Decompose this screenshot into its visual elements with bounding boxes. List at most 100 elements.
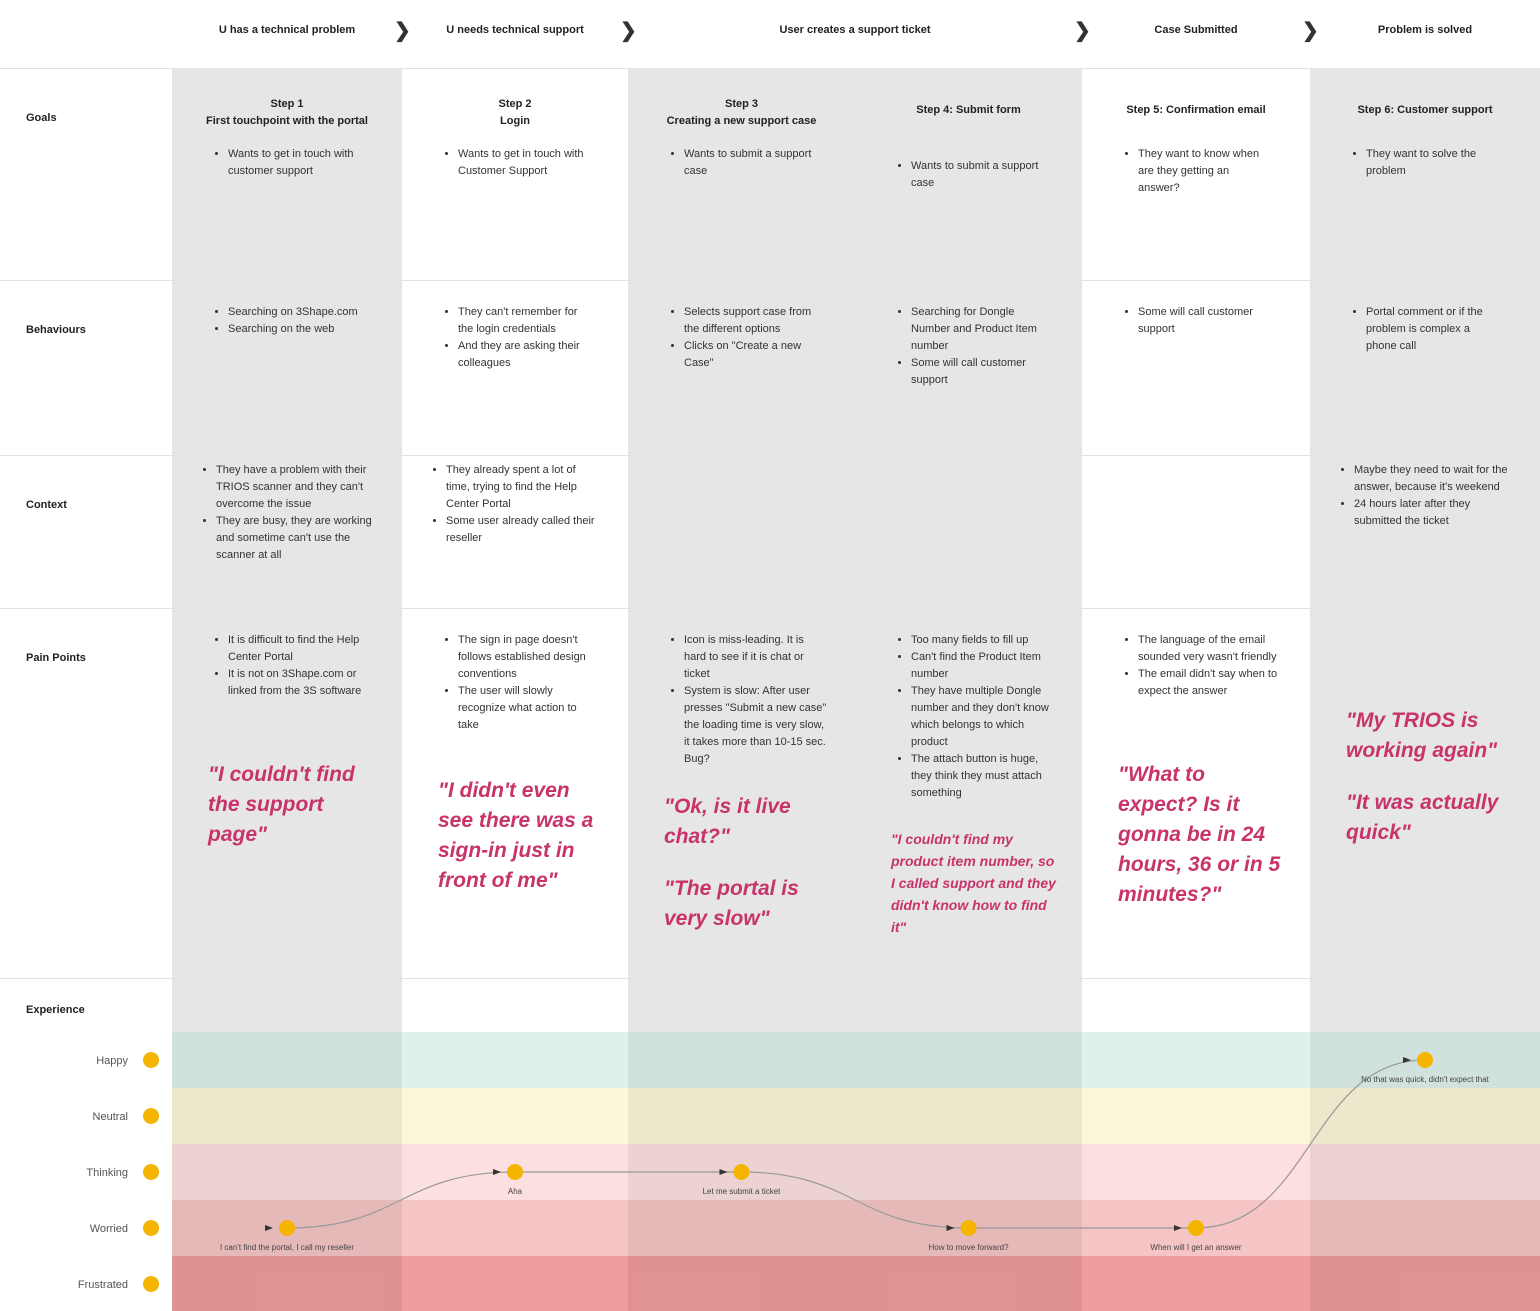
bullet: Portal comment or if the problem is comp… [1366, 304, 1502, 355]
bullet-list: Some will call customer support [1124, 304, 1272, 338]
bullet-list: Wants to get in touch with Customer Supp… [444, 146, 590, 180]
row-label: Pain Points [26, 652, 86, 664]
phase-arrow: ❯ [394, 20, 411, 42]
bullet: Searching on the web [228, 321, 364, 338]
bullet: The sign in page doesn't follows establi… [458, 632, 600, 683]
bullet-list: Portal comment or if the problem is comp… [1352, 304, 1502, 355]
experience-point [507, 1164, 523, 1180]
bullet: Some will call customer support [1138, 304, 1272, 338]
bullet: 24 hours later after they submitted the … [1354, 496, 1510, 530]
bullet: The attach button is huge, they think th… [911, 751, 1054, 802]
column-shade [1310, 1032, 1540, 1311]
experience-point [1188, 1220, 1204, 1236]
bullet: The email didn't say when to expect the … [1138, 666, 1282, 700]
quote-block: "I couldn't find my product item number,… [891, 828, 1058, 960]
bullet-list: Selects support case from the different … [670, 304, 817, 372]
quote-block: "I couldn't find the support page" [208, 760, 378, 872]
level-emoji [143, 1276, 159, 1292]
row-divider [0, 455, 1540, 456]
bullet-list: It is difficult to find the Help Center … [214, 632, 374, 700]
quote: "I couldn't find my product item number,… [891, 831, 1056, 935]
bullet-list: Searching on 3Shape.comSearching on the … [214, 304, 364, 338]
phase-arrow: ❯ [1074, 20, 1091, 42]
column-shade [172, 1032, 402, 1311]
quote: "I couldn't find the support page" [208, 763, 355, 846]
row-divider [0, 280, 1540, 281]
point-arrow [265, 1225, 273, 1231]
quote-block: "What to expect? Is it gonna be in 24 ho… [1118, 760, 1286, 932]
bullet: Too many fields to fill up [911, 632, 1054, 649]
row-label: Behaviours [26, 324, 86, 336]
bullet-list: They can't remember for the login creden… [444, 304, 590, 372]
bullet: Searching for Dongle Number and Product … [911, 304, 1044, 355]
experience-chart: Happy Neutral Thinking Worried Frustrated I c… [78, 1032, 1540, 1311]
row-label: Experience [26, 1004, 85, 1016]
bullet: Icon is miss-leading. It is hard to see … [684, 632, 827, 683]
row-divider [0, 68, 1540, 69]
bullet: It is not on 3Shape.com or linked from t… [228, 666, 374, 700]
point-arrow [493, 1169, 501, 1175]
point-arrow [1403, 1057, 1411, 1063]
bullet-list: Icon is miss-leading. It is hard to see … [670, 632, 827, 768]
bullet: They have multiple Dongle number and the… [911, 683, 1054, 751]
row-label: Goals [26, 112, 57, 124]
step-title: Step 5: Confirmation email [1126, 104, 1266, 116]
bullet: Some user already called their reseller [446, 513, 598, 547]
bullet-list: Wants to submit a support case [897, 158, 1044, 192]
bullet: They want to know when are they getting … [1138, 146, 1272, 197]
bullet-list: They want to know when are they getting … [1124, 146, 1272, 197]
experience-point [1417, 1052, 1433, 1068]
bullet-list: The language of the email sounded very w… [1124, 632, 1282, 700]
point-label: I can't find the portal, I call my resel… [220, 1243, 354, 1252]
bullet: Wants to submit a support case [684, 146, 817, 180]
quote: "It was actually quick" [1346, 791, 1499, 844]
quote: "What to expect? Is it gonna be in 24 ho… [1118, 763, 1281, 906]
bullet: Clicks on "Create a new Case" [684, 338, 817, 372]
point-arrow [946, 1225, 955, 1231]
point-label: Aha [508, 1187, 523, 1196]
level-emoji [143, 1220, 159, 1236]
phase-title: User creates a support ticket [779, 24, 931, 36]
level-emoji [143, 1052, 159, 1068]
experience-point [960, 1220, 977, 1236]
bullet: The language of the email sounded very w… [1138, 632, 1282, 666]
quote-block: "My TRIOS is working again" "It was actua… [1346, 706, 1516, 870]
quote-block: "I didn't even see there was a sign-in j… [438, 776, 604, 918]
bullet-list: The sign in page doesn't follows establi… [444, 632, 600, 734]
bullet: They can't remember for the login creden… [458, 304, 590, 338]
level-band [172, 1144, 1540, 1200]
level-label: Frustrated [78, 1279, 128, 1291]
quote: "I didn't even see there was a sign-in j… [438, 779, 594, 892]
point-label: Let me submit a ticket [703, 1187, 782, 1196]
bullet-list: They want to solve the problem [1352, 146, 1502, 180]
point-arrow [719, 1169, 728, 1175]
level-band [172, 1200, 1540, 1256]
bullet: Selects support case from the different … [684, 304, 817, 338]
row-divider [0, 608, 1540, 609]
bullet: Wants to submit a support case [911, 158, 1044, 192]
level-emoji [143, 1108, 159, 1124]
phase-arrow: ❯ [620, 20, 637, 42]
quote: "The portal is very slow" [664, 877, 799, 930]
point-label: No that was quick, didn't expect that [1361, 1075, 1490, 1084]
bullet: They have a problem with their TRIOS sca… [216, 462, 372, 513]
step-title: Step 3 Creating a new support case [666, 98, 817, 127]
bullet-list: They already spent a lot of time, trying… [432, 462, 598, 547]
point-arrow [1174, 1225, 1182, 1231]
bullet: They are busy, they are working and some… [216, 513, 372, 564]
level-label: Neutral [93, 1111, 128, 1123]
bullet-list: Wants to get in touch with customer supp… [214, 146, 364, 180]
bullet: Some will call customer support [911, 355, 1044, 389]
level-band [172, 1032, 1540, 1088]
bullet-list: Maybe they need to wait for the answer, … [1340, 462, 1510, 530]
level-label: Thinking [86, 1167, 128, 1179]
bullet-list: Searching for Dongle Number and Product … [897, 304, 1044, 389]
bullet-list: Too many fields to fill upCan't find the… [897, 632, 1054, 802]
bullet: Maybe they need to wait for the answer, … [1354, 462, 1510, 496]
bullet: System is slow: After user presses "Subm… [684, 683, 827, 768]
bullet: Wants to get in touch with customer supp… [228, 146, 364, 180]
row-divider [0, 978, 1540, 979]
level-band [172, 1256, 1540, 1311]
experience-point [733, 1164, 750, 1180]
quote: "My TRIOS is working again" [1346, 709, 1498, 762]
